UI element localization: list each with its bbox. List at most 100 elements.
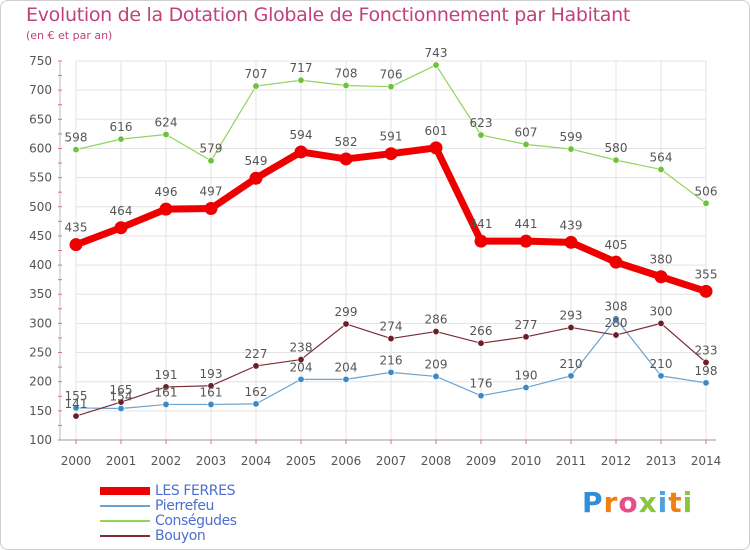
x-tick-label: 2009 bbox=[466, 454, 497, 468]
data-point bbox=[522, 384, 530, 392]
data-point bbox=[612, 331, 620, 339]
data-label: 176 bbox=[470, 377, 493, 391]
data-point bbox=[162, 383, 170, 391]
data-label: 277 bbox=[515, 318, 538, 332]
data-point bbox=[702, 199, 710, 207]
data-point bbox=[522, 140, 530, 148]
x-tick-label: 2012 bbox=[601, 454, 632, 468]
data-label: 582 bbox=[335, 135, 358, 149]
y-tick-label: 250 bbox=[29, 346, 52, 360]
data-label: 293 bbox=[560, 308, 583, 322]
data-label: 441 bbox=[515, 217, 538, 231]
data-point bbox=[702, 379, 710, 387]
x-tick-label: 2013 bbox=[646, 454, 677, 468]
data-point bbox=[432, 372, 440, 380]
data-label: 598 bbox=[65, 131, 88, 145]
y-tick-label: 750 bbox=[29, 54, 52, 68]
logo-letter: i bbox=[682, 486, 694, 519]
legend-swatch bbox=[100, 535, 150, 537]
x-tick-label: 2011 bbox=[556, 454, 587, 468]
data-label: 204 bbox=[290, 360, 313, 374]
data-point bbox=[609, 255, 623, 269]
data-label: 209 bbox=[425, 357, 448, 371]
data-point bbox=[477, 131, 485, 139]
x-tick-label: 2002 bbox=[151, 454, 182, 468]
data-label: 599 bbox=[560, 130, 583, 144]
data-point bbox=[342, 320, 350, 328]
data-label: 233 bbox=[695, 343, 718, 357]
data-label: 706 bbox=[380, 68, 403, 82]
chart-title: Evolution de la Dotation Globale de Fonc… bbox=[26, 4, 631, 26]
data-point bbox=[477, 339, 485, 347]
legend-label: LES FERRES bbox=[155, 483, 236, 499]
data-label: 210 bbox=[560, 357, 583, 371]
data-label: 280 bbox=[605, 316, 628, 330]
data-label: 380 bbox=[650, 253, 673, 267]
data-point bbox=[204, 202, 218, 216]
data-label: 708 bbox=[335, 66, 358, 80]
y-tick-label: 350 bbox=[29, 287, 52, 301]
data-label: 286 bbox=[425, 313, 448, 327]
data-point bbox=[564, 235, 578, 249]
data-label: 717 bbox=[290, 61, 313, 75]
data-label: 601 bbox=[425, 124, 448, 138]
data-label: 161 bbox=[200, 385, 223, 399]
data-point bbox=[567, 323, 575, 331]
logo-letter: P bbox=[582, 486, 604, 519]
data-point bbox=[612, 156, 620, 164]
proxiti-logo: Proxiti bbox=[582, 486, 693, 519]
axes: 100 150 200 250 300 350 400 450 500 550 600 650 700 7… bbox=[29, 54, 721, 468]
data-label: 238 bbox=[290, 341, 313, 355]
data-point bbox=[657, 165, 665, 173]
data-point bbox=[69, 238, 83, 252]
data-label: 355 bbox=[695, 267, 718, 281]
y-tick-label: 700 bbox=[29, 83, 52, 97]
data-point bbox=[387, 83, 395, 91]
data-label: 198 bbox=[695, 364, 718, 378]
logo-letter: t bbox=[668, 486, 683, 519]
data-point bbox=[207, 382, 215, 390]
logo-letter: i bbox=[657, 486, 669, 519]
data-point bbox=[474, 234, 488, 248]
data-point bbox=[162, 130, 170, 138]
data-point bbox=[249, 171, 263, 185]
data-point bbox=[342, 81, 350, 89]
data-label: 216 bbox=[380, 353, 403, 367]
data-label: 624 bbox=[155, 115, 178, 129]
y-tick-label: 200 bbox=[29, 375, 52, 389]
data-labels: 598 616 624 579 707 717 708 706 743 623 607 599 580 5… bbox=[65, 46, 718, 411]
data-label: 161 bbox=[155, 385, 178, 399]
data-point bbox=[429, 141, 443, 155]
x-tick-label: 2007 bbox=[376, 454, 407, 468]
data-point bbox=[384, 147, 398, 161]
data-label: 441 bbox=[470, 217, 493, 231]
data-label: 707 bbox=[245, 67, 268, 81]
series-markers bbox=[69, 61, 713, 420]
data-label: 227 bbox=[245, 347, 268, 361]
x-tick-label: 2000 bbox=[61, 454, 92, 468]
legend-swatch bbox=[100, 505, 150, 507]
x-tick-label: 2006 bbox=[331, 454, 362, 468]
data-label: 300 bbox=[650, 304, 673, 318]
x-tick-label: 2010 bbox=[511, 454, 542, 468]
data-point bbox=[387, 368, 395, 376]
x-tick-label: 2003 bbox=[196, 454, 227, 468]
y-tick-label: 450 bbox=[29, 229, 52, 243]
data-point bbox=[297, 375, 305, 383]
legend-label: Pierrefeu bbox=[155, 498, 215, 514]
data-point bbox=[567, 145, 575, 153]
data-point bbox=[657, 319, 665, 327]
y-tick-label: 150 bbox=[29, 404, 52, 418]
data-label: 743 bbox=[425, 46, 448, 60]
data-point bbox=[207, 157, 215, 165]
data-label: 405 bbox=[605, 238, 628, 252]
data-point bbox=[207, 400, 215, 408]
data-point bbox=[522, 333, 530, 341]
data-point bbox=[567, 372, 575, 380]
legend-swatch bbox=[100, 487, 150, 495]
data-point bbox=[294, 145, 308, 159]
data-point bbox=[159, 202, 173, 216]
logo-letter: r bbox=[603, 486, 619, 519]
